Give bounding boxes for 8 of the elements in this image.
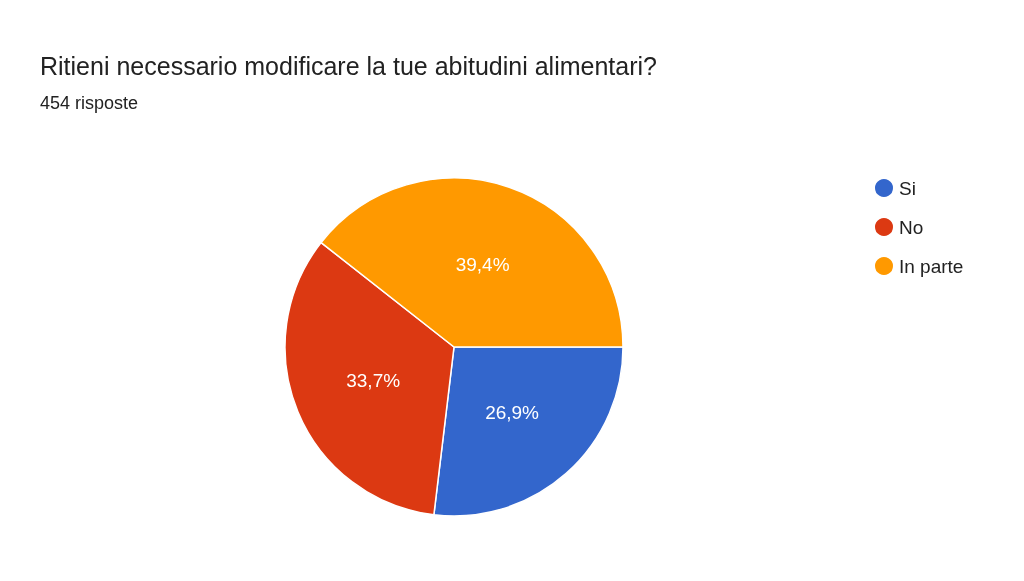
text: 454 risposte	[40, 93, 139, 113]
data-label: 33,7%	[346, 369, 401, 391]
legend-label: In parte	[899, 255, 964, 277]
legend-label: No	[899, 216, 924, 238]
data-label: 26,9%	[485, 401, 540, 423]
chart-title: Ritieni necessario modificare la tue abitudini alimentari?	[40, 51, 657, 80]
data-label: 39,4%	[455, 253, 510, 275]
legend-label: Si	[899, 177, 916, 199]
